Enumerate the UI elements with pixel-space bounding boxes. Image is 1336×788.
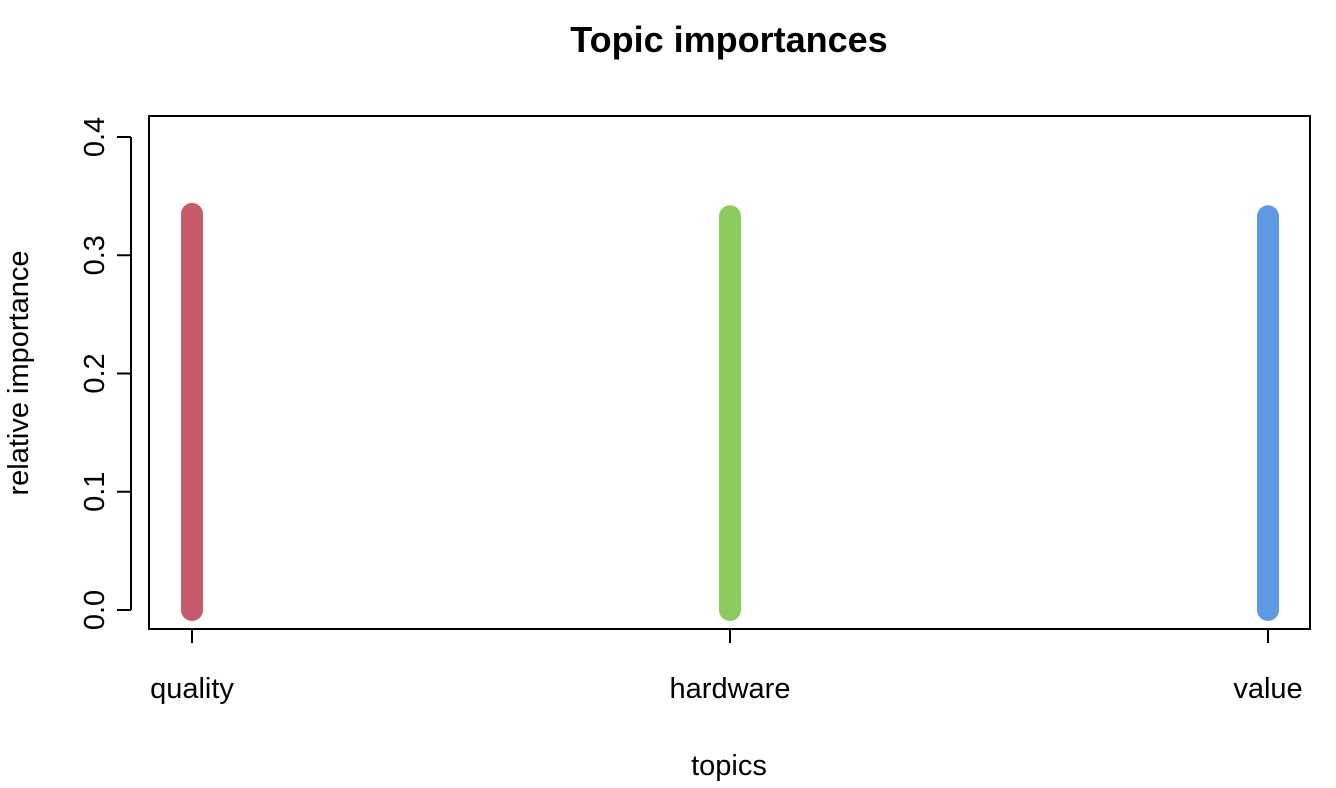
y-axis-ticks: 0.0 0.1 0.2 0.3 0.4 <box>79 117 131 630</box>
x-tick-label-quality: quality <box>150 673 234 705</box>
x-tick-label-value: value <box>1233 673 1302 705</box>
y-tick-label: 0.2 <box>79 353 111 393</box>
x-axis-ticks: quality hardware value <box>150 629 1303 705</box>
y-axis-label: relative importance <box>3 251 35 496</box>
chart-title: Topic importances <box>570 19 887 60</box>
y-tick-label: 0.0 <box>79 590 111 630</box>
x-tick-label-hardware: hardware <box>670 673 791 705</box>
y-tick-label: 0.3 <box>79 235 111 275</box>
y-tick-label: 0.1 <box>79 472 111 512</box>
y-tick-label: 0.4 <box>79 117 111 157</box>
bars <box>181 202 1279 621</box>
x-axis-label: topics <box>691 750 767 782</box>
